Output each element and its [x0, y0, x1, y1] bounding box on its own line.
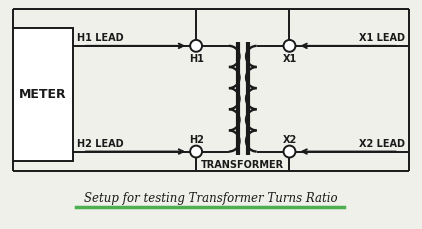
Text: Setup for testing Transformer Turns Ratio: Setup for testing Transformer Turns Rati…: [84, 192, 338, 205]
Bar: [14, 28, 73, 161]
Text: TRANSFORMER: TRANSFORMER: [201, 161, 284, 170]
Text: H2 LEAD: H2 LEAD: [77, 139, 124, 149]
Text: X1: X1: [282, 54, 297, 64]
Text: X2: X2: [282, 135, 297, 145]
Text: METER: METER: [19, 88, 67, 101]
Circle shape: [190, 40, 202, 52]
Text: X1 LEAD: X1 LEAD: [359, 33, 405, 43]
Circle shape: [284, 146, 295, 158]
Circle shape: [284, 40, 295, 52]
Text: H1 LEAD: H1 LEAD: [77, 33, 124, 43]
Text: H2: H2: [189, 135, 203, 145]
Text: H1: H1: [189, 54, 203, 64]
Circle shape: [190, 146, 202, 158]
Text: X2 LEAD: X2 LEAD: [359, 139, 405, 149]
